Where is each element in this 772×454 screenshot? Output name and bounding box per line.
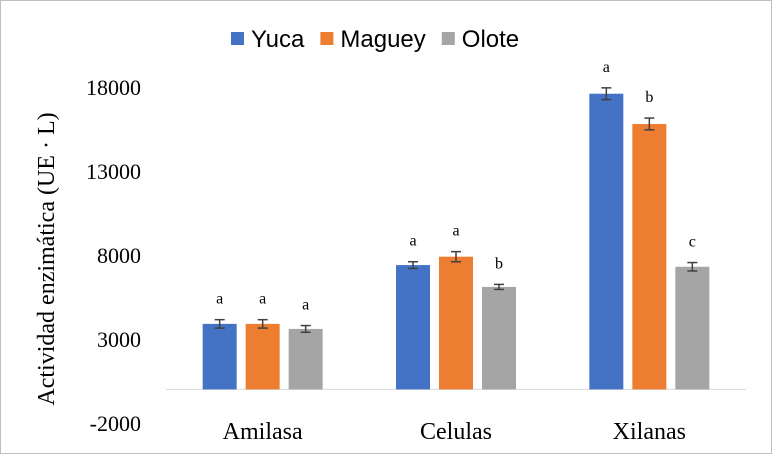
legend-label: Olote xyxy=(462,26,519,53)
significance-label: a xyxy=(302,297,309,314)
error-bar xyxy=(601,87,612,101)
error-bar xyxy=(257,318,268,329)
bar-olote-xilanas xyxy=(675,266,710,390)
significance-label: a xyxy=(216,291,223,308)
error-bar xyxy=(408,260,418,270)
bar-yuca-xilanas xyxy=(589,93,624,390)
legend-item-yuca: Yuca xyxy=(231,26,305,53)
bar-maguey-celulas xyxy=(439,256,473,390)
legend-item-olote: Olote xyxy=(441,26,519,53)
bar-yuca-amilasa xyxy=(202,323,237,390)
error-bar xyxy=(494,283,504,291)
significance-label: a xyxy=(409,233,416,250)
significance-label: a xyxy=(603,59,610,76)
error-bar xyxy=(644,117,655,131)
bar-yuca-celulas xyxy=(396,265,430,390)
significance-label: a xyxy=(259,291,266,308)
x-tick-label: Celulas xyxy=(420,419,492,445)
bar-maguey-amilasa xyxy=(245,323,280,390)
x-tick-label: Amilasa xyxy=(223,419,303,445)
legend-swatch xyxy=(441,32,455,45)
error-bar xyxy=(451,250,461,263)
bar-olote-amilasa xyxy=(288,328,323,390)
significance-label: b xyxy=(495,255,503,272)
legend-swatch xyxy=(231,32,244,45)
bar-maguey-xilanas xyxy=(632,123,667,390)
legend: Yuca Maguey Olote xyxy=(231,26,519,53)
x-tick-label: Xilanas xyxy=(613,419,686,445)
significance-label: a xyxy=(452,223,459,240)
error-bar xyxy=(300,324,311,334)
legend-label: Maguey xyxy=(340,26,425,53)
y-axis-title: Actividad enzimática (UE · L) xyxy=(34,112,60,405)
legend-swatch xyxy=(320,32,334,45)
bar-olote-celulas xyxy=(482,286,516,390)
error-bar xyxy=(687,261,698,272)
x-axis: Amilasa Celulas Xilanas xyxy=(223,419,686,445)
y-tick-label: -2000 xyxy=(90,411,141,436)
y-tick-label: 8000 xyxy=(97,243,141,268)
significance-label: b xyxy=(645,89,653,106)
legend-item-maguey: Maguey xyxy=(320,26,426,53)
significance-label: c xyxy=(689,234,696,251)
error-bar xyxy=(214,318,225,329)
y-axis: -2000 3000 8000 13000 18000 xyxy=(86,75,141,436)
legend-label: Yuca xyxy=(251,26,305,53)
y-tick-label: 3000 xyxy=(97,327,141,352)
bars: a a a a a b a b c xyxy=(202,59,710,390)
y-tick-label: 18000 xyxy=(86,75,141,100)
y-tick-label: 13000 xyxy=(86,159,141,184)
